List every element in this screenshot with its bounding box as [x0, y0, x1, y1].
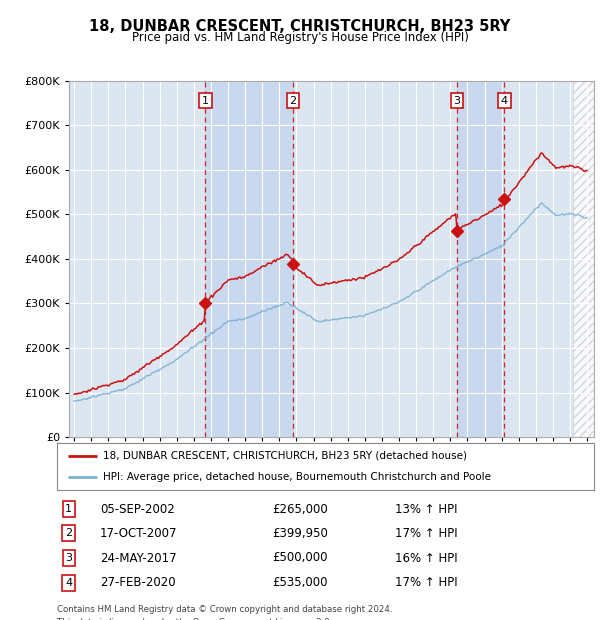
Text: 17% ↑ HPI: 17% ↑ HPI — [395, 577, 458, 590]
Text: 17% ↑ HPI: 17% ↑ HPI — [395, 526, 458, 539]
Bar — [205, 81, 293, 437]
Text: 2: 2 — [289, 95, 296, 105]
Text: 16% ↑ HPI: 16% ↑ HPI — [395, 552, 458, 564]
Text: 3: 3 — [454, 95, 461, 105]
Bar — [457, 81, 505, 437]
Text: 13% ↑ HPI: 13% ↑ HPI — [395, 503, 458, 516]
Text: £535,000: £535,000 — [272, 577, 328, 590]
Text: £265,000: £265,000 — [272, 503, 328, 516]
Text: 1: 1 — [65, 504, 73, 514]
Text: 24-MAY-2017: 24-MAY-2017 — [100, 552, 176, 564]
Text: £500,000: £500,000 — [272, 552, 328, 564]
Text: 3: 3 — [65, 553, 73, 563]
Text: HPI: Average price, detached house, Bournemouth Christchurch and Poole: HPI: Average price, detached house, Bour… — [103, 472, 491, 482]
Text: 18, DUNBAR CRESCENT, CHRISTCHURCH, BH23 5RY: 18, DUNBAR CRESCENT, CHRISTCHURCH, BH23 … — [89, 19, 511, 33]
Text: 1: 1 — [202, 95, 209, 105]
Text: 4: 4 — [501, 95, 508, 105]
Text: £399,950: £399,950 — [272, 526, 328, 539]
Text: 05-SEP-2002: 05-SEP-2002 — [100, 503, 175, 516]
Text: Price paid vs. HM Land Registry's House Price Index (HPI): Price paid vs. HM Land Registry's House … — [131, 31, 469, 44]
Text: 17-OCT-2007: 17-OCT-2007 — [100, 526, 178, 539]
Text: 4: 4 — [65, 578, 73, 588]
Bar — [573, 81, 596, 437]
Text: 2: 2 — [65, 528, 73, 538]
Text: Contains HM Land Registry data © Crown copyright and database right 2024.: Contains HM Land Registry data © Crown c… — [57, 604, 392, 614]
Text: This data is licensed under the Open Government Licence v3.0.: This data is licensed under the Open Gov… — [57, 618, 332, 620]
Text: 18, DUNBAR CRESCENT, CHRISTCHURCH, BH23 5RY (detached house): 18, DUNBAR CRESCENT, CHRISTCHURCH, BH23 … — [103, 451, 467, 461]
Text: 27-FEB-2020: 27-FEB-2020 — [100, 577, 176, 590]
